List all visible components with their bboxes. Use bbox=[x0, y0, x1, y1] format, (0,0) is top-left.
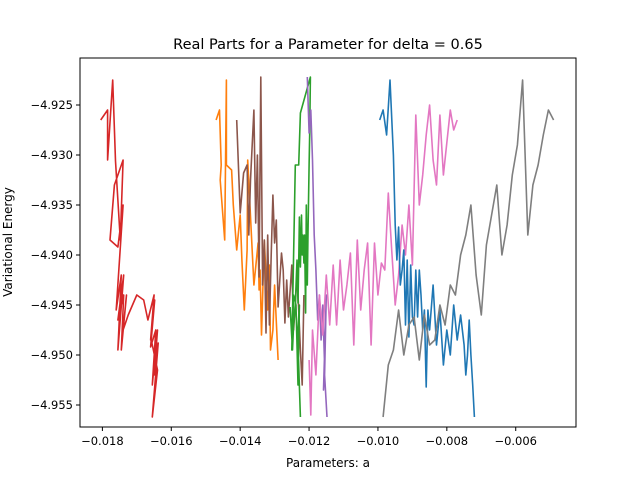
x-axis-ticks: −0.018 −0.016 −0.014 −0.012 −0.010 −0.008 −0.0… bbox=[81, 427, 537, 448]
y-tick-label: −4.930 bbox=[30, 148, 73, 162]
series-line-4 bbox=[289, 76, 312, 418]
series-line-6 bbox=[308, 104, 458, 416]
x-tick-label: −0.012 bbox=[288, 434, 331, 448]
y-tick-label: −4.925 bbox=[30, 98, 73, 112]
plot-area bbox=[100, 76, 555, 418]
y-axis-ticks: −4.925 −4.930 −4.935 −4.940 −4.945 −4.950 −4.9… bbox=[30, 98, 80, 412]
x-tick-label: −0.018 bbox=[81, 434, 124, 448]
series-line-7 bbox=[378, 79, 476, 418]
y-axis-label: Variational Energy bbox=[1, 187, 15, 297]
x-tick-label: −0.010 bbox=[357, 434, 400, 448]
y-tick-label: −4.955 bbox=[30, 398, 73, 412]
x-axis-label: Parameters: a bbox=[286, 456, 370, 470]
y-tick-label: −4.945 bbox=[30, 298, 73, 312]
x-tick-label: −0.016 bbox=[150, 434, 193, 448]
y-tick-label: −4.940 bbox=[30, 248, 73, 262]
y-tick-label: −4.935 bbox=[30, 198, 73, 212]
series-line-8 bbox=[382, 79, 555, 418]
x-tick-label: −0.014 bbox=[219, 434, 262, 448]
series-line-5 bbox=[306, 76, 328, 418]
chart-title: Real Parts for a Parameter for delta = 0… bbox=[173, 37, 483, 53]
series-line-1 bbox=[100, 79, 159, 418]
axes-frame bbox=[79, 57, 577, 428]
y-tick-label: −4.950 bbox=[30, 348, 73, 362]
x-tick-label: −0.008 bbox=[426, 434, 469, 448]
x-tick-label: −0.006 bbox=[494, 434, 537, 448]
